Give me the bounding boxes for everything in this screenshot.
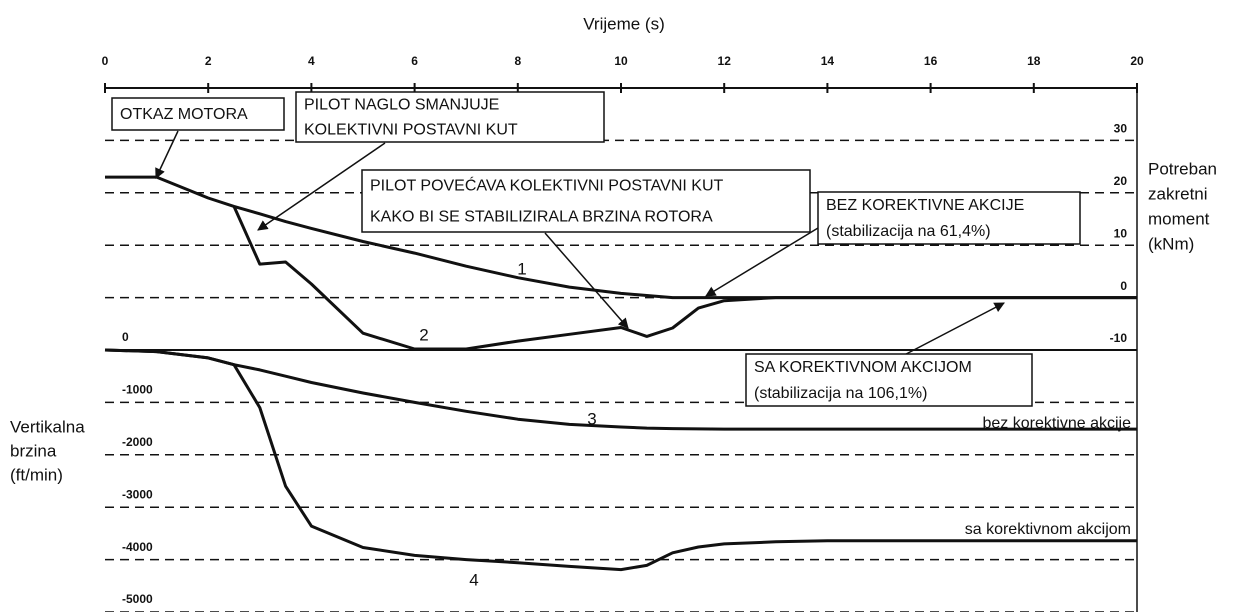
- y-tick-label: -2000: [122, 435, 153, 449]
- callout-box: [111, 97, 285, 131]
- callout-text: KAKO BI SE STABILIZIRALA BRZINA ROTORA: [370, 209, 713, 226]
- x-tick-label: 4: [308, 54, 315, 68]
- x-tick-label: 10: [614, 54, 628, 68]
- arrow: [155, 130, 179, 179]
- note: bez korektivne akcije: [982, 415, 1131, 432]
- callout-text: PILOT NAGLO SMANJUJE: [304, 97, 499, 114]
- x-axis-label: Vrijeme (s): [583, 14, 665, 33]
- y2-tick-label: 0: [1120, 279, 1127, 293]
- data-line: [104, 348, 1137, 431]
- x-tick-label: 16: [924, 54, 938, 68]
- callout-text: (stabilizacija na 61,4%): [826, 223, 991, 240]
- y2-axis-label: zakretni: [1148, 184, 1208, 203]
- y2-tick-label: 20: [1114, 174, 1128, 188]
- callout-text: OTKAZ MOTORA: [120, 106, 248, 123]
- callout-text: SA KOREKTIVNOM AKCIJOM: [754, 359, 972, 376]
- x-tick-label: 12: [718, 54, 732, 68]
- y2-axis-label: (kNm): [1148, 234, 1194, 253]
- callout-box: [817, 191, 1081, 245]
- curve-label: 3: [587, 409, 596, 428]
- y2-tick-label: 30: [1114, 122, 1128, 136]
- x-tick-label: 18: [1027, 54, 1041, 68]
- curve-label: 2: [419, 325, 428, 344]
- arrow: [705, 227, 819, 297]
- callout-box: [745, 353, 1033, 407]
- callout-box: [361, 169, 811, 233]
- y2-tick-label: 10: [1114, 226, 1128, 240]
- y2-tick-label: -10: [1110, 331, 1128, 345]
- data-line: [104, 348, 1137, 572]
- curve-label: 1: [517, 259, 526, 278]
- x-tick-label: 20: [1130, 54, 1144, 68]
- x-tick-label: 6: [411, 54, 418, 68]
- callout-text: BEZ KOREKTIVNE AKCIJE: [826, 197, 1024, 214]
- y2-axis-label: moment: [1148, 209, 1210, 228]
- y2-axis-label: Potreban: [1148, 159, 1217, 178]
- x-tick-label: 0: [102, 54, 109, 68]
- y-axis-label: (ft/min): [10, 465, 63, 484]
- y-tick-label: -4000: [122, 540, 153, 554]
- y-tick-label: -1000: [122, 383, 153, 397]
- callout-text: (stabilizacija na 106,1%): [754, 385, 927, 402]
- x-tick-label: 2: [205, 54, 212, 68]
- y-tick-label: -3000: [122, 487, 153, 501]
- data-line: [232, 205, 1137, 351]
- arrow: [544, 232, 629, 329]
- callout-box: [295, 91, 605, 143]
- callout-text: PILOT POVEĆAVA KOLEKTIVNI POSTAVNI KUT: [370, 176, 724, 195]
- x-tick-label: 14: [821, 54, 835, 68]
- callout-text: KOLEKTIVNI POSTAVNI KUT: [304, 122, 518, 139]
- arrows: [155, 130, 1005, 366]
- y-tick-label: -5000: [122, 592, 153, 606]
- arrow: [257, 142, 386, 231]
- y-axis-label: brzina: [10, 441, 57, 460]
- y-axis-label: Vertikalna: [10, 417, 85, 436]
- x-tick-label: 8: [514, 54, 521, 68]
- y-tick-label: 0: [122, 330, 129, 344]
- note: sa korektivnom akcijom: [965, 521, 1131, 538]
- curve-label: 4: [469, 570, 478, 589]
